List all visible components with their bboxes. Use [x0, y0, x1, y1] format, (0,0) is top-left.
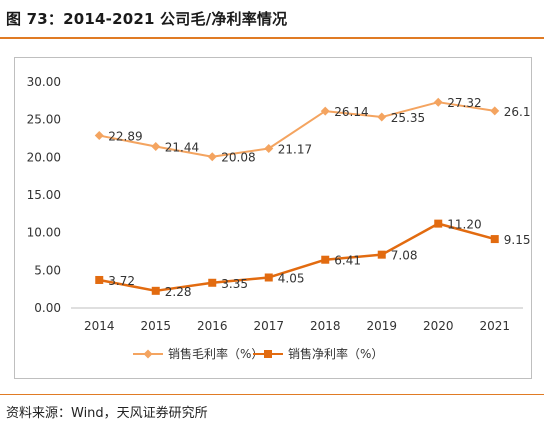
y-tick-label-4: 20.00 [27, 150, 61, 164]
title-divider [0, 37, 544, 39]
net-margin-point-2015 [151, 286, 160, 295]
gross-margin-point-2021 [490, 106, 500, 116]
legend-gross-margin-swatch-marker [143, 349, 153, 359]
gross-margin-label-2016: 20.08 [221, 151, 255, 165]
y-tick-label-3: 15.00 [27, 188, 61, 202]
net-margin-label-2020: 11.20 [447, 218, 481, 232]
net-margin-label-2017: 4.05 [278, 271, 305, 285]
gross-margin-label-2014: 22.89 [108, 130, 142, 144]
net-margin-point-2020 [434, 219, 443, 228]
footer-divider [0, 394, 544, 395]
x-tick-label-2020: 2020 [423, 319, 454, 333]
chart-frame: 0.00 5.00 10.00 15.00 20.00 25.00 30.00 2014 201… [14, 57, 532, 379]
net-margin-label-2014: 3.72 [108, 274, 135, 288]
series-line-2 [99, 222, 496, 293]
line-chart: 0.00 5.00 10.00 15.00 20.00 25.00 30.00 2014 201… [27, 75, 531, 361]
gross-margin-label-2020: 27.32 [447, 96, 481, 110]
net-margin-point-2021 [490, 235, 499, 244]
net-margin-label-2018: 6.41 [334, 254, 361, 268]
x-tick-label-2017: 2017 [253, 319, 284, 333]
x-tick-label-2014: 2014 [84, 319, 115, 333]
gross-margin-point-2018 [320, 106, 330, 116]
legend-net-margin-swatch-marker [264, 350, 272, 358]
x-tick-label-2021: 2021 [479, 319, 510, 333]
gross-margin-point-2015 [151, 141, 161, 151]
y-tick-label-5: 25.00 [27, 113, 61, 127]
gross-margin-point-2014 [94, 131, 104, 141]
source-note: 资料来源：Wind，天风证券研究所 [6, 406, 208, 421]
x-tick-label-2019: 2019 [366, 319, 397, 333]
gross-margin-label-2017: 21.17 [278, 143, 312, 157]
x-tick-label-2015: 2015 [140, 319, 171, 333]
gross-margin-label-2021: 26.17 [504, 105, 531, 119]
gross-margin-label-2015: 21.44 [165, 140, 199, 154]
net-margin-point-2016 [208, 278, 217, 287]
gross-margin-label-2019: 25.35 [391, 111, 425, 125]
net-margin-point-2014 [95, 275, 104, 284]
y-tick-label-1: 5.00 [34, 263, 61, 277]
gross-margin-point-2019 [377, 112, 387, 122]
net-margin-label-2019: 7.08 [391, 249, 418, 263]
net-margin-label-2016: 3.35 [221, 277, 248, 291]
net-margin-label-2015: 2.28 [165, 285, 192, 299]
net-margin-point-2017 [264, 273, 273, 282]
gross-margin-label-2018: 26.14 [334, 105, 368, 119]
legend-net-margin-text: 销售净利率（%） [288, 346, 383, 361]
series-line-1 [99, 101, 495, 158]
gross-margin-point-2020 [433, 97, 443, 107]
legend-gross-margin-text: 销售毛利率（%） [168, 346, 263, 361]
x-tick-label-2016: 2016 [197, 319, 228, 333]
y-tick-label-0: 0.00 [34, 301, 61, 315]
x-tick-label-2018: 2018 [310, 319, 341, 333]
gross-margin-point-2016 [207, 152, 217, 162]
net-margin-point-2018 [321, 255, 330, 264]
net-margin-point-2019 [377, 250, 386, 259]
gross-margin-point-2017 [264, 144, 274, 154]
y-tick-label-6: 30.00 [27, 75, 61, 89]
y-tick-label-2: 10.00 [27, 226, 61, 240]
figure-title: 图 73：2014-2021 公司毛/净利率情况 [6, 10, 288, 28]
net-margin-label-2021: 9.15 [504, 233, 531, 247]
